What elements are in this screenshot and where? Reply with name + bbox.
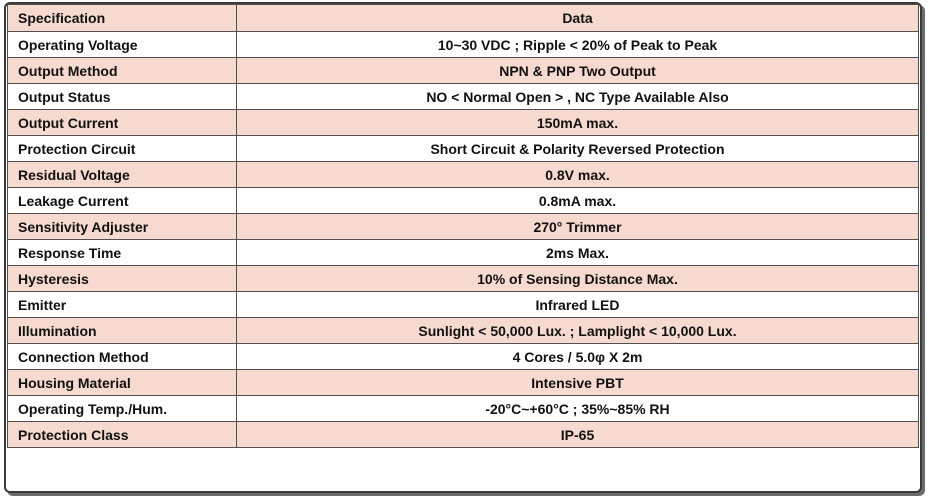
table-row: Operating Voltage 10~30 VDC ; Ripple < 2… [7,31,919,58]
spec-name: Output Method [7,57,237,84]
table-row: Protection Class IP-65 [7,421,919,448]
table-row: Leakage Current 0.8mA max. [7,187,919,214]
spec-value: 10% of Sensing Distance Max. [236,265,919,292]
spec-name: Output Status [7,83,237,110]
table-row: Protection Circuit Short Circuit & Polar… [7,135,919,162]
spec-name: Illumination [7,317,237,344]
table-row: Housing Material Intensive PBT [7,369,919,396]
table-row: Emitter Infrared LED [7,291,919,318]
spec-name: Operating Temp./Hum. [7,395,237,422]
spec-value: Sunlight < 50,000 Lux. ; Lamplight < 10,… [236,317,919,344]
spec-name: Output Current [7,109,237,136]
spec-value: -20°C~+60°C ; 35%~85% RH [236,395,919,422]
spec-value: 150mA max. [236,109,919,136]
spec-value: 4 Cores / 5.0φ X 2m [236,343,919,370]
spec-value: 0.8V max. [236,161,919,188]
table-row: Response Time 2ms Max. [7,239,919,266]
spec-name: Housing Material [7,369,237,396]
spec-name: Protection Circuit [7,135,237,162]
spec-name: Leakage Current [7,187,237,214]
spec-value: 0.8mA max. [236,187,919,214]
spec-value: Infrared LED [236,291,919,318]
spec-value: 2ms Max. [236,239,919,266]
table-row: Output Current 150mA max. [7,109,919,136]
specification-table: Specification Data Operating Voltage 10~… [7,4,919,448]
spec-value: IP-65 [236,421,919,448]
table-row: Residual Voltage 0.8V max. [7,161,919,188]
header-data: Data [236,4,919,32]
table-row: Sensitivity Adjuster 270° Trimmer [7,213,919,240]
spec-name: Protection Class [7,421,237,448]
table-row: Output Status NO < Normal Open > , NC Ty… [7,83,919,110]
spec-value: NPN & PNP Two Output [236,57,919,84]
header-specification: Specification [7,4,237,32]
table-row: Hysteresis 10% of Sensing Distance Max. [7,265,919,292]
table-row: Output Method NPN & PNP Two Output [7,57,919,84]
spec-value: 10~30 VDC ; Ripple < 20% of Peak to Peak [236,31,919,58]
spec-value: Intensive PBT [236,369,919,396]
spec-value: Short Circuit & Polarity Reversed Protec… [236,135,919,162]
table-header-row: Specification Data [7,4,919,32]
table-row: Illumination Sunlight < 50,000 Lux. ; La… [7,317,919,344]
table-row: Operating Temp./Hum. -20°C~+60°C ; 35%~8… [7,395,919,422]
spec-name: Operating Voltage [7,31,237,58]
spec-name: Emitter [7,291,237,318]
spec-name: Response Time [7,239,237,266]
spec-name: Hysteresis [7,265,237,292]
spec-name: Sensitivity Adjuster [7,213,237,240]
spec-value: NO < Normal Open > , NC Type Available A… [236,83,919,110]
table-row: Connection Method 4 Cores / 5.0φ X 2m [7,343,919,370]
spec-value: 270° Trimmer [236,213,919,240]
spec-name: Residual Voltage [7,161,237,188]
spec-name: Connection Method [7,343,237,370]
